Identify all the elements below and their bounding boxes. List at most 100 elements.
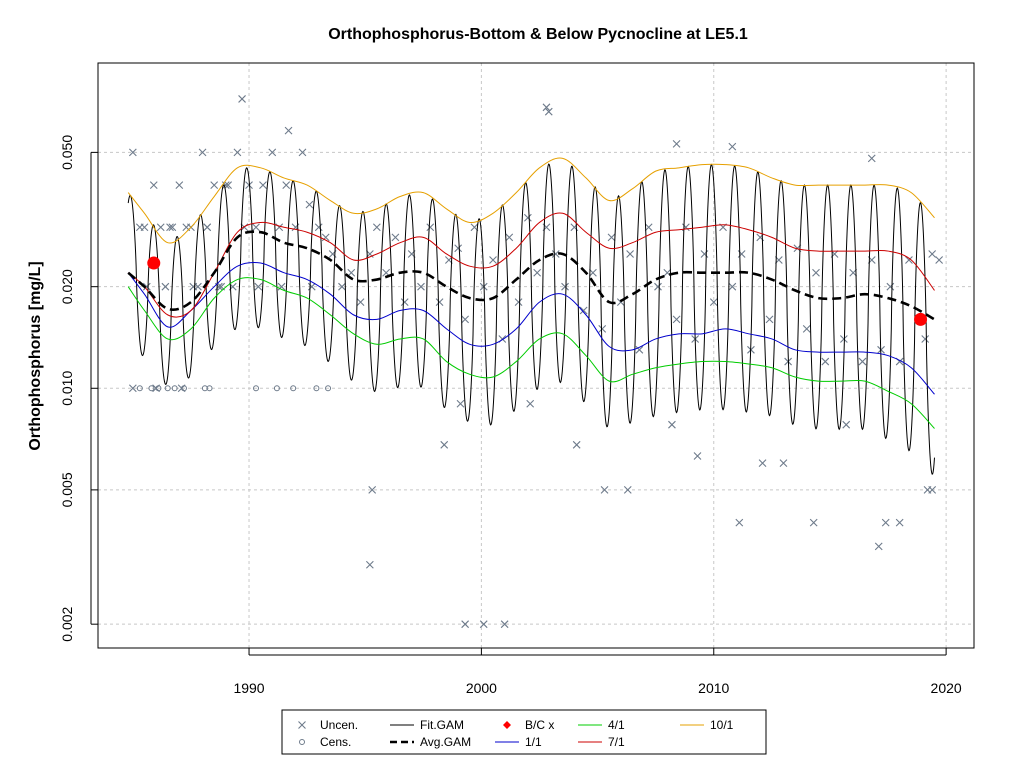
trend-line-4-1 (127, 277, 935, 429)
uncensored-point (194, 282, 202, 291)
x-tick-label: 1990 (233, 680, 264, 696)
uncensored-point (709, 298, 718, 307)
uncensored-point (284, 126, 293, 135)
uncensored-point (886, 282, 895, 291)
uncensored-point (238, 95, 246, 103)
uncensored-point (663, 268, 672, 277)
legend-label: 1/1 (525, 735, 542, 749)
uncensored-point (693, 452, 702, 460)
legend-item: 7/1 (578, 735, 625, 749)
uncensored-point (142, 282, 151, 291)
uncensored-point (728, 282, 737, 291)
uncensored-point (479, 620, 488, 629)
uncensored-point (140, 223, 149, 232)
uncensored-point (314, 223, 323, 232)
uncensored-point (305, 200, 314, 209)
uncensored-point (505, 233, 514, 242)
legend-swatch-circle (299, 739, 305, 745)
uncensored-point (779, 459, 788, 468)
uncensored-point (842, 420, 851, 429)
uncensored-point (544, 107, 553, 116)
uncensored-point (254, 282, 263, 291)
uncensored-point (905, 256, 913, 264)
censored-point (325, 385, 332, 392)
uncensored-point (802, 324, 811, 333)
uncensored-point (298, 148, 307, 157)
legend-label: 7/1 (608, 735, 625, 749)
censored-point (180, 385, 187, 392)
uncensored-point (579, 306, 588, 315)
uncensored-point (874, 542, 883, 551)
legend-label: Avg.GAM (420, 735, 471, 749)
chart-title: Orthophosphorus-Bottom & Below Pycnoclin… (328, 26, 748, 43)
censored-point (313, 385, 320, 392)
uncensored-point (454, 244, 463, 253)
legend-item: Avg.GAM (390, 735, 471, 749)
censored-point (206, 385, 213, 392)
legend-label: B/C x (525, 718, 554, 732)
y-tick-label: 0.010 (59, 371, 75, 406)
uncensored-point (417, 282, 425, 291)
uncensored-point (858, 357, 867, 366)
trend-line-10-1 (127, 157, 935, 244)
uncensored-point (368, 485, 377, 494)
y-axis-label: Orthophosphorus [mg/L] (27, 261, 44, 450)
uncensored-point (821, 357, 830, 366)
legend-label: 10/1 (710, 718, 734, 732)
uncensored-point (456, 399, 465, 408)
legend-item: Uncen. (298, 718, 358, 732)
uncensored-point (372, 223, 381, 232)
uncensored-point (921, 335, 930, 343)
uncensored-point (175, 181, 184, 189)
censored-point (273, 385, 280, 392)
legend-item: Fit.GAM (390, 718, 464, 732)
uncensored-point (598, 324, 607, 333)
y-axis: 0.002 0.005 0.010 0.020 0.050 (59, 135, 98, 642)
uncensored-point (668, 420, 676, 429)
uncensored-point (600, 485, 609, 494)
uncensored-point (252, 223, 260, 232)
plot-frame (97, 62, 975, 649)
uncensored-point (635, 345, 644, 354)
y-tick-label: 0.050 (59, 135, 75, 170)
x-tick-label: 2000 (466, 680, 497, 696)
legend-item: 1/1 (495, 735, 542, 749)
uncensored-point (365, 560, 374, 569)
uncensored-point (166, 223, 174, 232)
uncensored-point (623, 485, 632, 494)
censored-point (164, 385, 171, 392)
legend-label: Fit.GAM (420, 718, 464, 732)
uncensored-point (203, 223, 212, 232)
legend-label: 4/1 (608, 718, 625, 732)
plot-area (127, 95, 944, 629)
uncensored-point (572, 440, 581, 449)
trend-line-1-1 (127, 262, 935, 395)
uncensored-point (644, 223, 653, 232)
uncensored-point (338, 282, 346, 291)
uncensored-point (542, 103, 551, 112)
legend-item: B/C x (503, 718, 554, 732)
y-tick-label: 0.020 (59, 269, 75, 304)
uncensored-point (259, 181, 267, 189)
uncensored-point (881, 518, 890, 527)
uncensored-point (461, 620, 470, 629)
uncensored-point (626, 250, 634, 258)
legend-item: 10/1 (680, 718, 734, 732)
uncensored-point (526, 399, 535, 408)
uncensored-point (128, 148, 137, 157)
x-tick-label: 2020 (931, 680, 962, 696)
uncensored-point (128, 384, 137, 393)
uncensored-point (514, 298, 523, 307)
uncensored-point (867, 154, 876, 163)
uncensored-point (928, 485, 937, 494)
legend-swatch-diamond (503, 721, 511, 729)
censored-point (171, 385, 178, 392)
uncensored-point (654, 282, 662, 291)
uncensored-point (307, 282, 316, 291)
uncensored-point (224, 181, 233, 189)
fit-gam-line (127, 163, 935, 475)
uncensored-point (198, 148, 207, 157)
censored-point (290, 385, 297, 392)
uncensored-point (561, 282, 569, 291)
